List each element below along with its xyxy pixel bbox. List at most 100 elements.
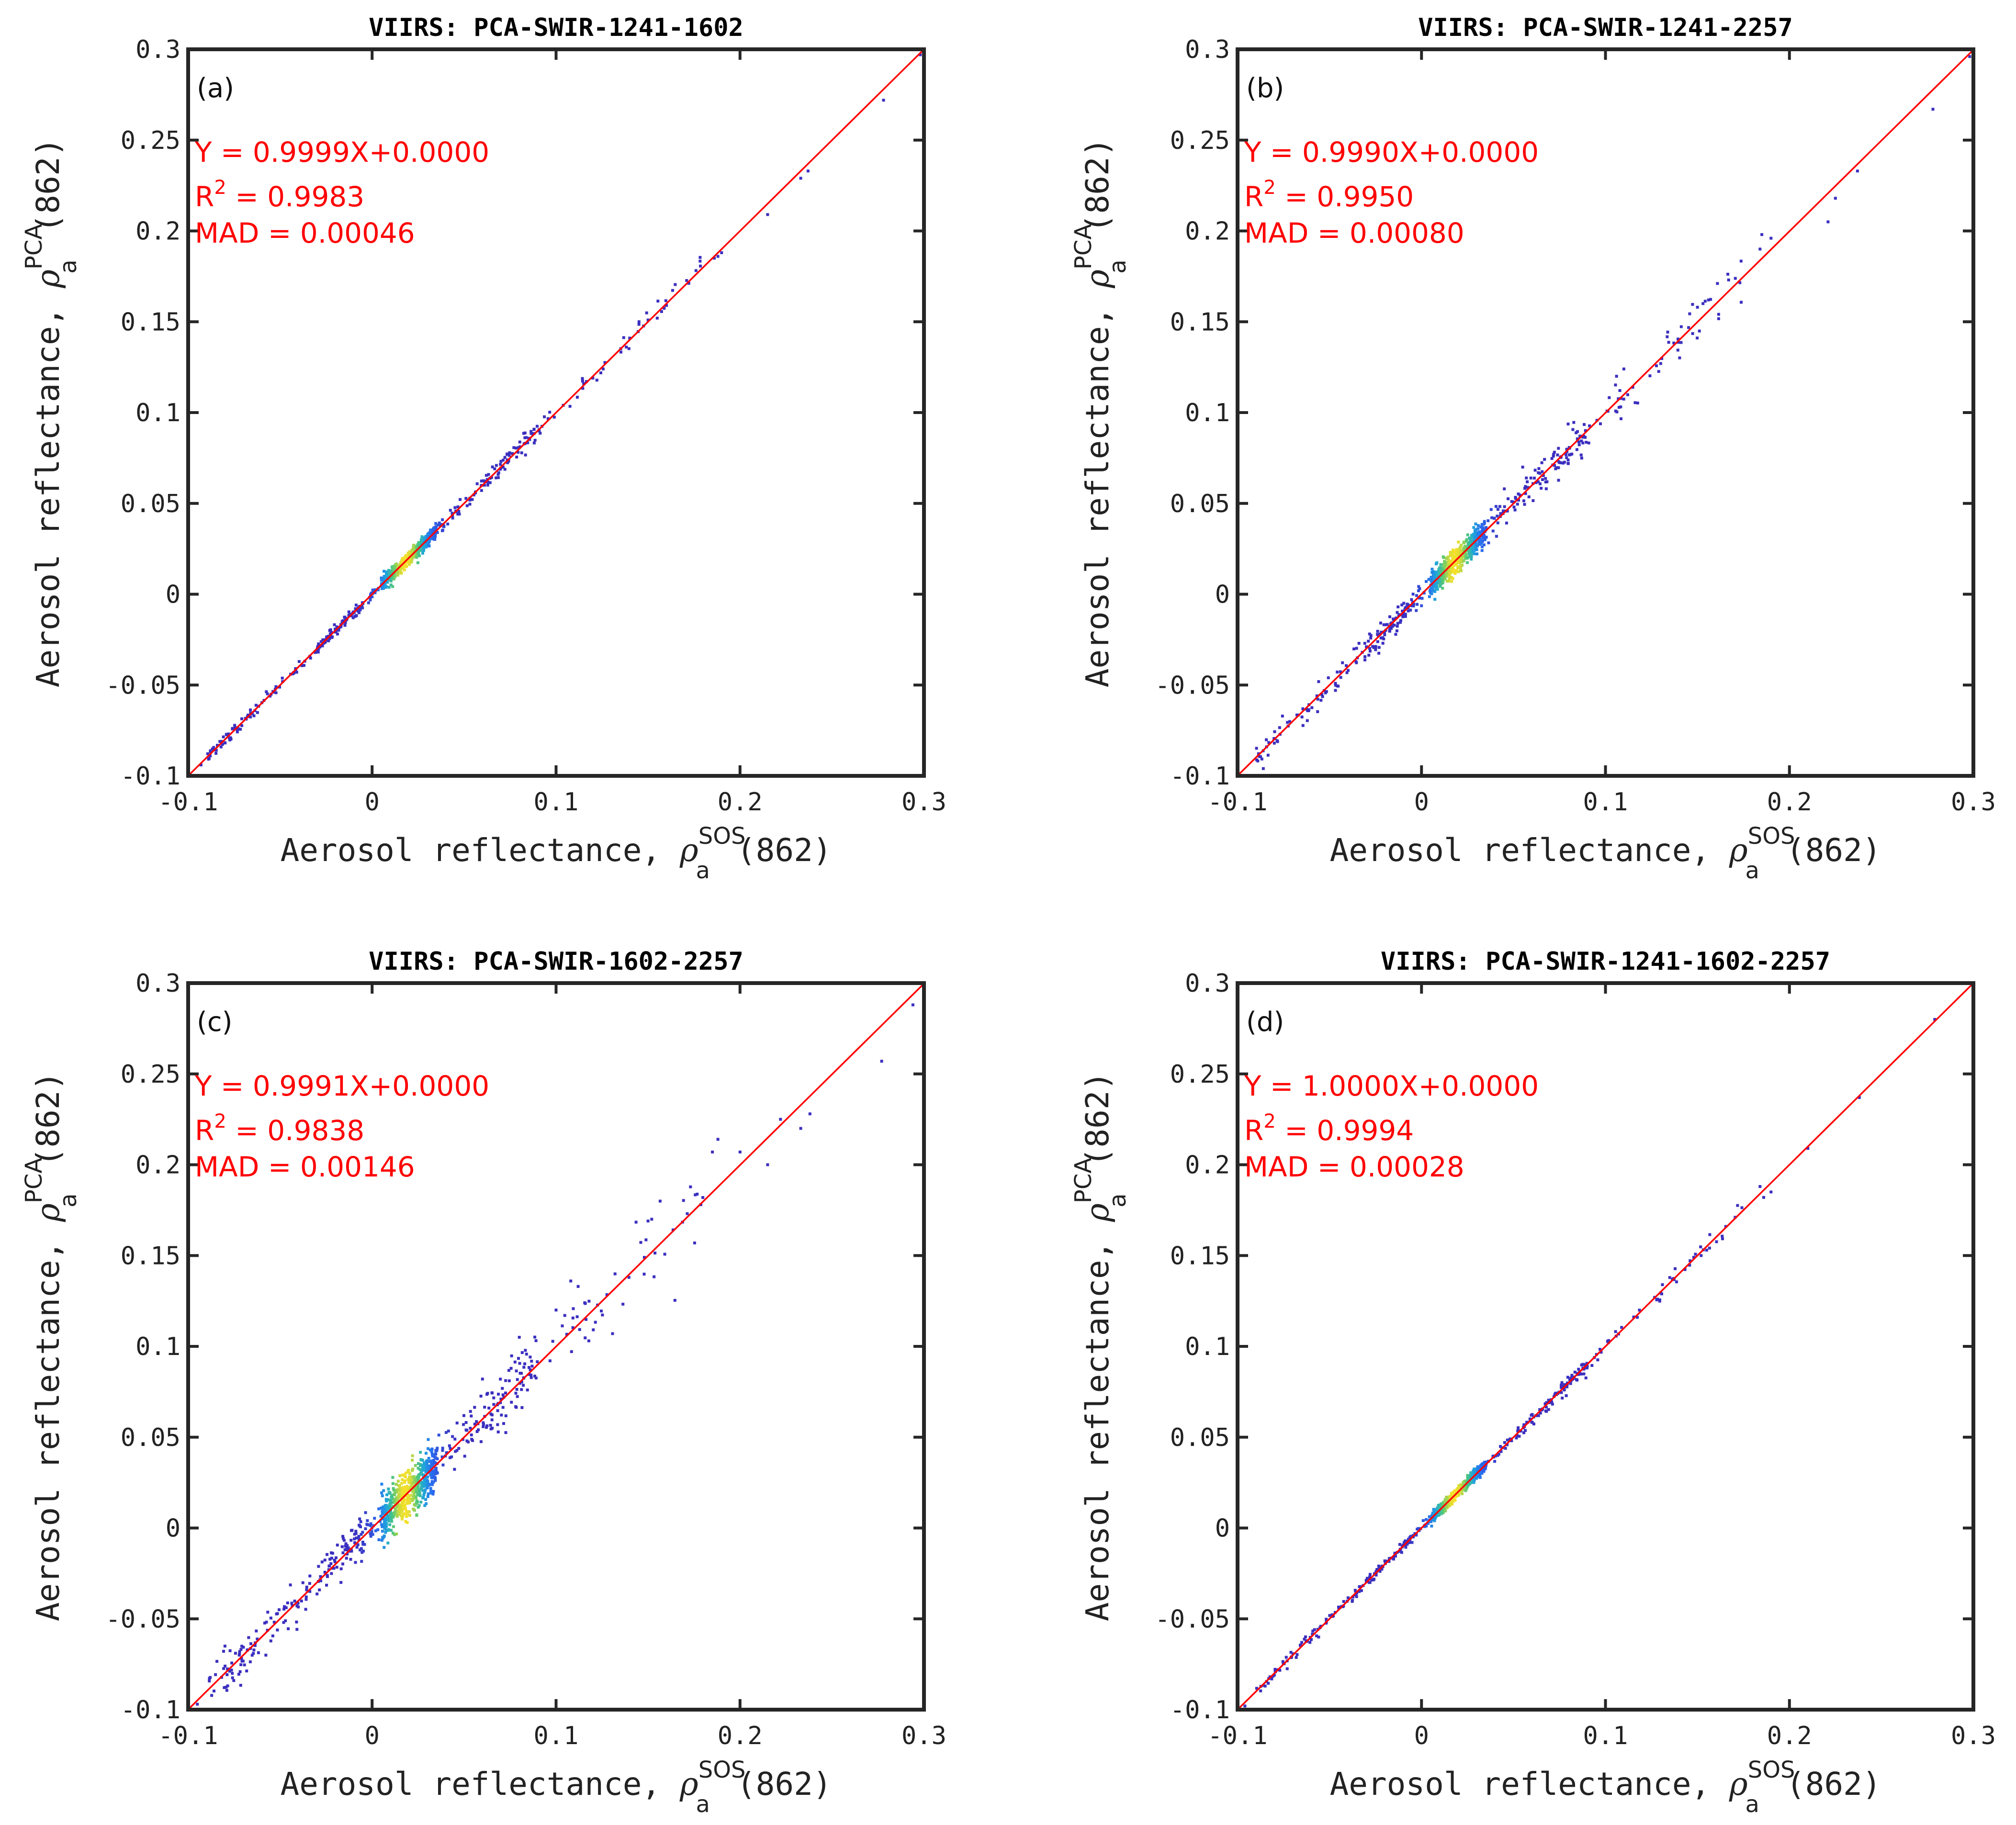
- data-point: [412, 1492, 416, 1496]
- x-axis-label-subscript: a: [696, 1791, 710, 1818]
- data-point: [1437, 568, 1441, 571]
- data-point: [391, 1476, 394, 1479]
- data-point: [516, 1378, 519, 1381]
- data-point: [417, 548, 420, 551]
- data-point: [394, 571, 397, 574]
- data-point: [665, 304, 668, 307]
- data-point: [1563, 1383, 1566, 1386]
- data-point: [1437, 1514, 1440, 1517]
- data-point: [420, 1470, 423, 1473]
- data-point: [1441, 587, 1444, 590]
- data-point: [1689, 1259, 1692, 1263]
- data-point: [1585, 441, 1588, 444]
- data-point: [1450, 580, 1453, 583]
- data-point: [1585, 1366, 1588, 1369]
- data-point: [412, 1497, 415, 1500]
- data-point: [1406, 603, 1409, 606]
- data-point: [386, 1541, 390, 1545]
- data-point: [475, 482, 479, 485]
- data-point: [569, 1279, 573, 1283]
- data-point: [209, 754, 212, 758]
- data-point: [520, 1380, 523, 1384]
- data-point: [1453, 551, 1457, 554]
- data-point: [231, 1672, 234, 1675]
- data-point: [510, 1354, 513, 1357]
- data-point: [1700, 1254, 1703, 1257]
- data-point: [390, 571, 394, 574]
- data-point: [487, 473, 490, 476]
- data-point: [486, 483, 489, 487]
- data-point: [422, 1484, 426, 1488]
- data-point: [416, 1491, 419, 1494]
- y-axis-label-suffix: (862): [1079, 138, 1116, 233]
- data-point: [1324, 691, 1327, 694]
- data-point: [361, 1541, 364, 1544]
- data-point: [583, 1301, 586, 1304]
- data-point: [1440, 576, 1443, 580]
- data-point: [1457, 540, 1460, 544]
- data-point: [674, 283, 677, 286]
- data-point: [412, 1508, 415, 1511]
- data-point: [1668, 1276, 1671, 1279]
- data-point: [1692, 1256, 1695, 1259]
- data-point: [388, 570, 391, 573]
- data-point: [1577, 1367, 1580, 1371]
- data-point: [454, 1450, 457, 1453]
- chart-title: VIIRS: PCA-SWIR-1241-2257: [1418, 13, 1793, 42]
- data-point: [422, 1496, 425, 1499]
- data-point: [1368, 632, 1371, 636]
- data-point: [1255, 1687, 1258, 1690]
- data-point: [1407, 609, 1410, 613]
- data-point: [581, 387, 585, 390]
- data-point: [599, 371, 602, 374]
- data-point: [515, 1369, 518, 1373]
- r-squared-exponent: 2: [214, 1110, 226, 1132]
- data-point: [353, 1537, 356, 1541]
- data-point: [1858, 1096, 1861, 1099]
- x-tick-label: 0: [1414, 1722, 1429, 1750]
- data-point: [400, 1514, 403, 1518]
- data-point: [1420, 597, 1424, 600]
- data-point: [1469, 1471, 1473, 1474]
- data-point: [1475, 1475, 1479, 1478]
- data-point: [1578, 435, 1582, 438]
- data-point: [1560, 1381, 1564, 1384]
- data-point: [407, 1510, 411, 1513]
- data-point: [428, 537, 431, 541]
- data-point: [499, 1401, 502, 1404]
- data-point: [1599, 1348, 1601, 1351]
- data-point: [252, 1648, 256, 1652]
- data-point: [1454, 560, 1457, 564]
- data-point: [1617, 406, 1621, 409]
- x-tick-label: 0.3: [1951, 1722, 1996, 1750]
- data-point: [642, 1273, 646, 1276]
- data-point: [1337, 1607, 1340, 1610]
- data-point: [1707, 298, 1710, 302]
- data-point: [415, 545, 418, 549]
- data-point: [496, 476, 500, 479]
- data-point: [1451, 566, 1454, 569]
- data-point: [518, 1336, 521, 1339]
- data-point: [404, 1520, 407, 1523]
- data-point: [336, 632, 339, 636]
- fit-line: [188, 49, 924, 776]
- data-point: [430, 1447, 434, 1451]
- data-point: [1480, 549, 1484, 552]
- data-point: [1476, 1473, 1479, 1476]
- data-point: [394, 1507, 397, 1511]
- data-point: [698, 256, 702, 259]
- data-point: [347, 1546, 350, 1549]
- data-point: [1806, 1147, 1810, 1150]
- data-point: [1699, 1245, 1702, 1249]
- data-point: [622, 336, 625, 339]
- data-point: [359, 1520, 362, 1523]
- data-point: [1496, 515, 1499, 518]
- data-point: [1376, 633, 1379, 636]
- y-tick-label: 0.3: [135, 35, 180, 64]
- data-point: [381, 1525, 384, 1528]
- data-point: [431, 537, 434, 540]
- data-point: [403, 568, 406, 571]
- data-point: [422, 546, 426, 549]
- data-point: [490, 1391, 494, 1394]
- data-point: [233, 724, 237, 727]
